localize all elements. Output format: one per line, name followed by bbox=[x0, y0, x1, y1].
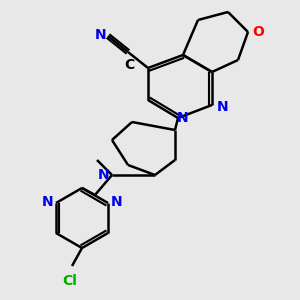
Text: N: N bbox=[217, 100, 229, 114]
Text: Cl: Cl bbox=[63, 274, 77, 288]
Text: N: N bbox=[177, 111, 189, 125]
Text: C: C bbox=[124, 58, 134, 72]
Text: O: O bbox=[252, 25, 264, 39]
Text: N: N bbox=[94, 28, 106, 42]
Text: N: N bbox=[111, 195, 123, 209]
Text: N: N bbox=[98, 168, 109, 182]
Text: N: N bbox=[41, 195, 53, 209]
